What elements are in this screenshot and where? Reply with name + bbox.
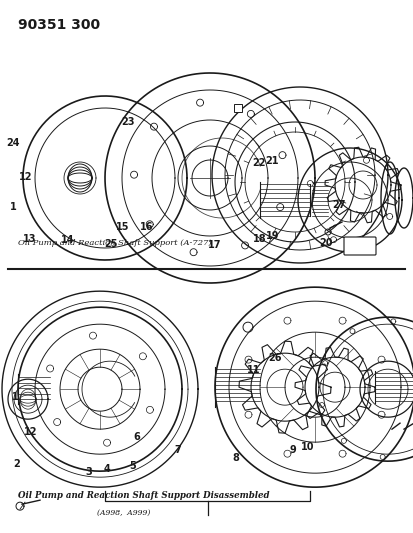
- FancyBboxPatch shape: [344, 237, 376, 255]
- Text: Oil Pump and Reaction Shaft Support (A-727): Oil Pump and Reaction Shaft Support (A-7…: [18, 239, 212, 247]
- Text: 23: 23: [121, 117, 135, 126]
- Text: 18: 18: [254, 234, 267, 244]
- Text: 1: 1: [10, 202, 17, 212]
- Text: 13: 13: [23, 234, 36, 244]
- Text: 24: 24: [7, 138, 20, 148]
- Text: 12: 12: [19, 172, 32, 182]
- Text: 2: 2: [13, 459, 20, 469]
- Text: 21: 21: [265, 156, 278, 166]
- Text: 7: 7: [174, 446, 181, 455]
- Text: 6: 6: [133, 432, 140, 442]
- Text: 16: 16: [140, 222, 153, 231]
- Text: 19: 19: [266, 231, 279, 240]
- Text: 25: 25: [104, 239, 117, 249]
- Text: 90351 300: 90351 300: [18, 18, 100, 32]
- Text: 12: 12: [24, 427, 38, 437]
- Text: 27: 27: [332, 200, 345, 210]
- Text: 14: 14: [62, 235, 75, 245]
- Text: 17: 17: [208, 240, 221, 250]
- Text: 9: 9: [290, 446, 297, 455]
- Text: (A998,  A999): (A998, A999): [97, 509, 151, 517]
- Text: 15: 15: [116, 222, 130, 231]
- Text: 1: 1: [12, 392, 19, 402]
- Text: 22: 22: [253, 158, 266, 167]
- Text: 11: 11: [247, 366, 261, 375]
- Bar: [234, 104, 242, 112]
- Text: 10: 10: [301, 442, 314, 451]
- Text: Oil Pump and Reaction Shaft Support Disassembled: Oil Pump and Reaction Shaft Support Disa…: [18, 491, 270, 500]
- Text: 5: 5: [129, 462, 135, 471]
- Text: 3: 3: [85, 467, 92, 477]
- Text: 4: 4: [104, 464, 111, 474]
- Text: 26: 26: [268, 353, 281, 363]
- Text: 8: 8: [232, 454, 239, 463]
- Text: 20: 20: [320, 238, 333, 247]
